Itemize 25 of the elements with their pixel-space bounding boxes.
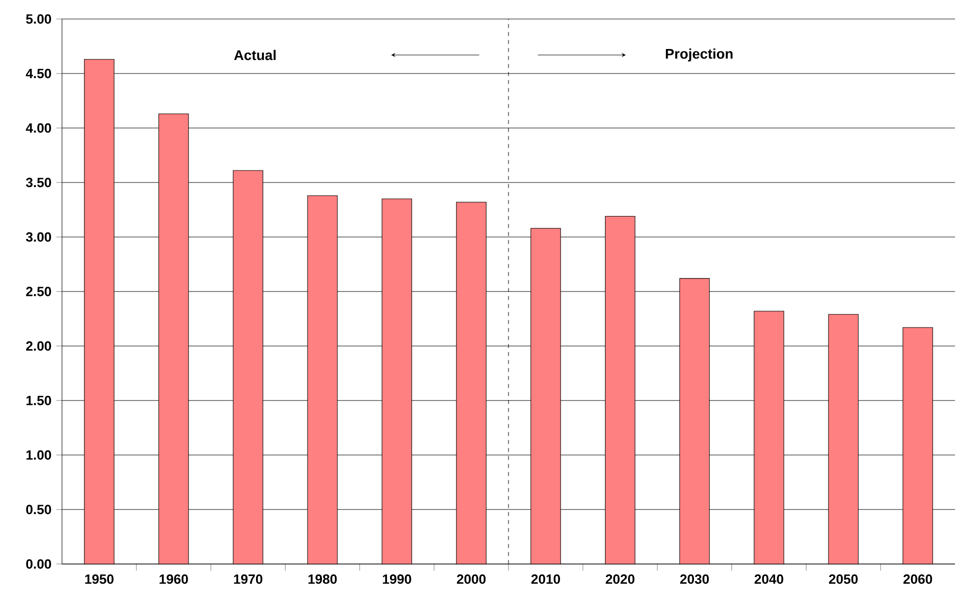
- y-tick-label: 4.50: [26, 68, 52, 78]
- x-tick-label: 1950: [85, 574, 114, 584]
- x-tick-label: 1980: [308, 574, 337, 584]
- y-tick-label: 0.50: [26, 504, 52, 514]
- y-tick-label: 1.00: [26, 450, 52, 460]
- x-tick-label: 1970: [234, 574, 262, 584]
- annotation: Projection: [666, 48, 733, 62]
- y-tick-label: 4.00: [26, 123, 52, 133]
- y-tick-label: 5.00: [26, 14, 52, 24]
- x-tick-label: 1960: [160, 574, 188, 584]
- annotation: Actual: [234, 50, 276, 60]
- y-tick-label: 0.00: [26, 559, 52, 569]
- y-tick-label: 3.00: [26, 232, 52, 242]
- y-tick-label: 3.50: [26, 178, 52, 188]
- x-tick-label: 2020: [606, 574, 634, 584]
- x-tick-label: 2050: [829, 574, 858, 584]
- x-tick-label: 1990: [382, 574, 412, 584]
- x-tick-label: 2060: [903, 574, 932, 584]
- y-tick-label: 2.50: [26, 286, 52, 296]
- x-tick-label: 2040: [754, 574, 784, 584]
- x-tick-label: 2030: [680, 574, 709, 584]
- y-tick-label: 1.50: [26, 396, 52, 406]
- x-tick-label: 2000: [456, 574, 486, 584]
- y-tick-label: 2.00: [26, 341, 52, 351]
- x-tick-label: 2010: [531, 574, 560, 584]
